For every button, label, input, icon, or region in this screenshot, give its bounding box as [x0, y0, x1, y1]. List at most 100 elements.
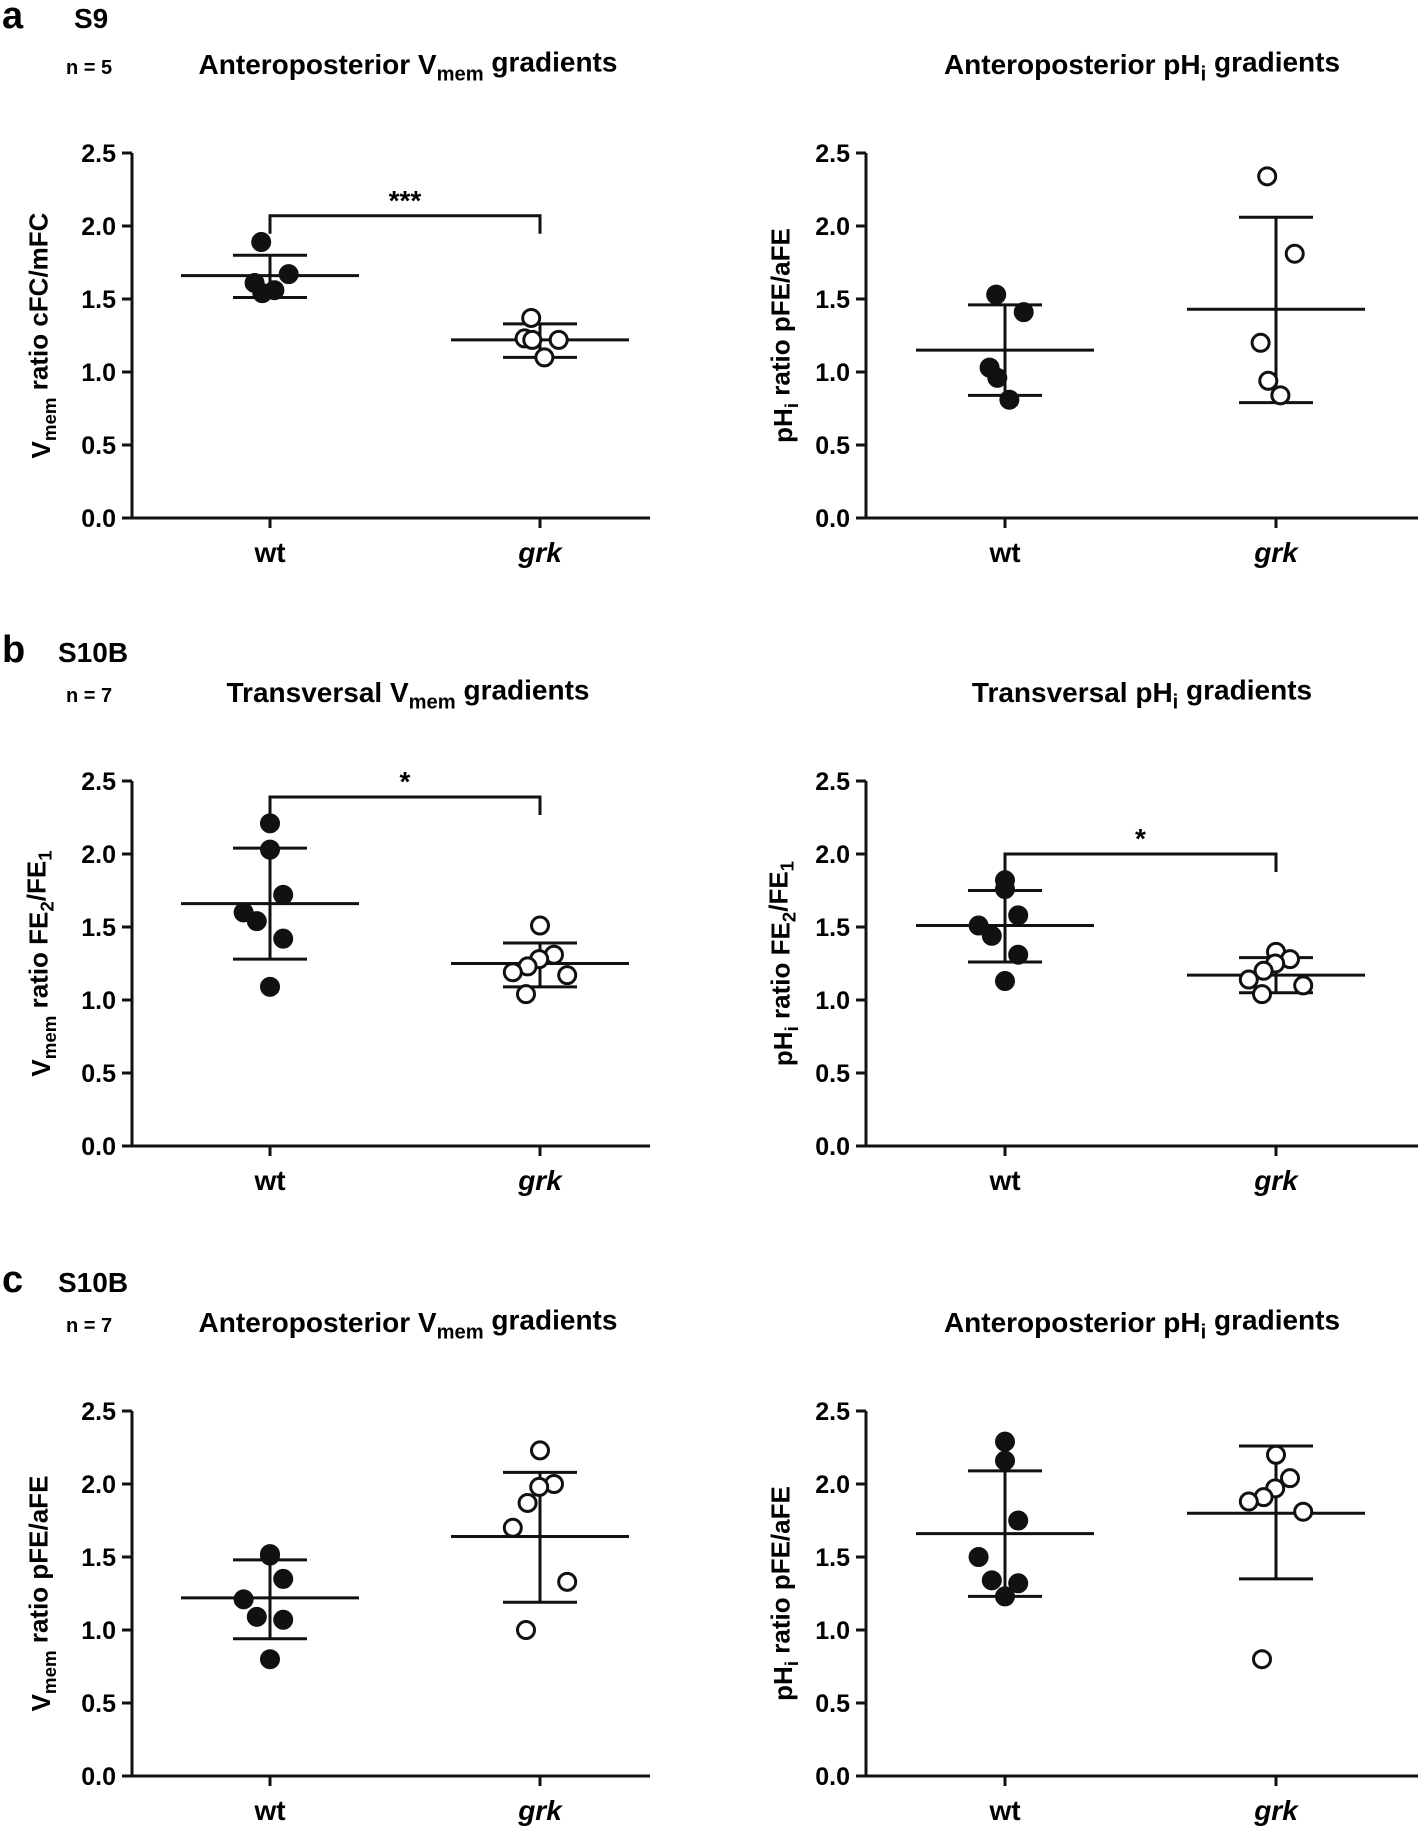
text-run: Transversal pH	[972, 677, 1173, 708]
chart-title: Transversal Vmem gradients	[227, 674, 590, 713]
panel-a: a S9n = 5 Anteroposterior Vmem gradientsVm…	[2, 0, 1418, 568]
data-point-grk	[548, 329, 569, 350]
group-grk	[1187, 1444, 1365, 1670]
text-run: ratio pFE/aFE	[766, 1486, 796, 1661]
text-run: gradients	[484, 46, 618, 77]
text-run: Anteroposterior pH	[944, 1307, 1201, 1338]
subscript: i	[1201, 63, 1207, 85]
data-point-grk	[1252, 1649, 1272, 1670]
data-point-wt	[264, 280, 285, 301]
data-point-wt	[995, 879, 1015, 900]
data-point-wt	[999, 389, 1020, 410]
group-wt	[916, 870, 1094, 992]
data-point-grk	[1238, 1491, 1259, 1512]
data-point-wt	[1008, 905, 1029, 926]
group-grk	[1187, 166, 1365, 406]
y-tick-label: 0.5	[815, 1690, 850, 1718]
chart-c-1: Anteroposterior Vmem gradients Vmem ratio…	[24, 1304, 650, 1826]
x-tick-label: wt	[988, 537, 1020, 568]
data-point-wt	[246, 1606, 267, 1627]
y-tick-label: 1.5	[81, 914, 116, 942]
y-axis-label: Vmem ratio FE2/FE1	[21, 850, 60, 1076]
text-run: gradients	[456, 674, 590, 705]
data-point-grk	[1253, 960, 1274, 981]
data-point-grk	[521, 307, 542, 328]
y-tick-label: 0.0	[81, 1763, 116, 1791]
group-grk	[1187, 941, 1365, 1005]
bracket-line	[268, 214, 542, 234]
subscript: mem	[437, 1321, 484, 1343]
y-tick-label: 0.5	[81, 1060, 116, 1088]
subscript: mem	[437, 63, 484, 85]
text-run: gradients	[1178, 674, 1312, 705]
x-tick-label: wt	[988, 1795, 1020, 1826]
data-point-wt	[1013, 302, 1034, 323]
data-point-grk	[517, 1492, 538, 1513]
y-tick-label: 2.0	[81, 213, 116, 241]
data-point-grk	[529, 1476, 550, 1497]
x-tick-label: wt	[253, 1165, 285, 1196]
data-point-grk	[502, 1517, 523, 1538]
data-point-grk	[1252, 984, 1272, 1005]
data-point-grk	[516, 1620, 536, 1640]
y-tick-label: 0.5	[81, 1690, 116, 1718]
subscript: 2	[779, 912, 800, 922]
data-point-grk	[516, 984, 536, 1005]
text-run: Anteroposterior V	[199, 49, 437, 80]
x-tick-label: grk	[1253, 1795, 1299, 1826]
y-tick-label: 2.0	[815, 841, 850, 869]
panel-letter: a	[2, 0, 24, 37]
data-point-wt	[260, 1545, 280, 1566]
data-point-grk	[502, 962, 523, 983]
y-tick-label: 1.5	[81, 1544, 116, 1572]
y-axis-label: pHi ratio pFE/aFE	[766, 1486, 802, 1701]
y-tick-label: 0.0	[81, 505, 116, 533]
text-run: ratio cFC/mFC	[24, 212, 54, 397]
text-run: ratio FE	[24, 912, 54, 1016]
y-tick-label: 0.0	[81, 1133, 116, 1161]
group-grk	[451, 1440, 629, 1640]
text-run: V	[26, 1059, 56, 1077]
subscript: i	[781, 1026, 802, 1031]
data-point-grk	[522, 329, 543, 350]
text-run: V	[26, 1693, 56, 1711]
text-run: Anteroposterior V	[199, 1307, 437, 1338]
y-tick-label: 2.5	[81, 1398, 116, 1426]
y-tick-label: 0.5	[815, 432, 850, 460]
text-run: gradients	[484, 1304, 618, 1335]
data-point-wt	[981, 925, 1002, 946]
data-point-wt	[1008, 1573, 1029, 1594]
group-grk	[451, 915, 629, 1005]
group-grk	[451, 307, 629, 368]
text-run: Anteroposterior pH	[944, 49, 1201, 80]
x-tick-label: wt	[253, 1795, 285, 1826]
y-tick-label: 1.0	[815, 359, 850, 387]
significance-label: *	[400, 766, 411, 797]
data-point-wt	[251, 232, 272, 253]
data-point-wt	[260, 813, 280, 834]
chart-a-1: Anteroposterior Vmem gradients Vmem ratio…	[24, 46, 650, 568]
subscript: 1	[776, 861, 797, 871]
data-point-grk	[1258, 370, 1279, 391]
y-tick-label: 2.0	[81, 1471, 116, 1499]
y-tick-label: 1.0	[815, 1617, 850, 1645]
data-point-grk	[1257, 166, 1278, 187]
text-run: /FE	[763, 871, 793, 911]
text-run: pH	[768, 408, 798, 443]
x-tick-label: wt	[253, 537, 285, 568]
y-axis-label: Vmem ratio cFC/mFC	[24, 212, 60, 458]
sample-size: n = 5	[66, 57, 112, 79]
y-tick-label: 0.5	[815, 1060, 850, 1088]
text-run: gradients	[1206, 46, 1340, 77]
data-point-grk	[530, 1440, 550, 1461]
y-tick-label: 1.5	[815, 1544, 850, 1572]
y-tick-label: 1.5	[815, 914, 850, 942]
y-tick-label: 1.0	[815, 987, 850, 1015]
x-tick-label: grk	[1253, 1165, 1299, 1196]
panel-letter: b	[2, 629, 25, 671]
chart-b-1: Transversal Vmem gradients Vmem ratio FE2…	[21, 674, 650, 1196]
y-axis-label: Vmem ratio pFE/aFE	[24, 1476, 60, 1712]
x-tick-label: grk	[517, 537, 563, 568]
